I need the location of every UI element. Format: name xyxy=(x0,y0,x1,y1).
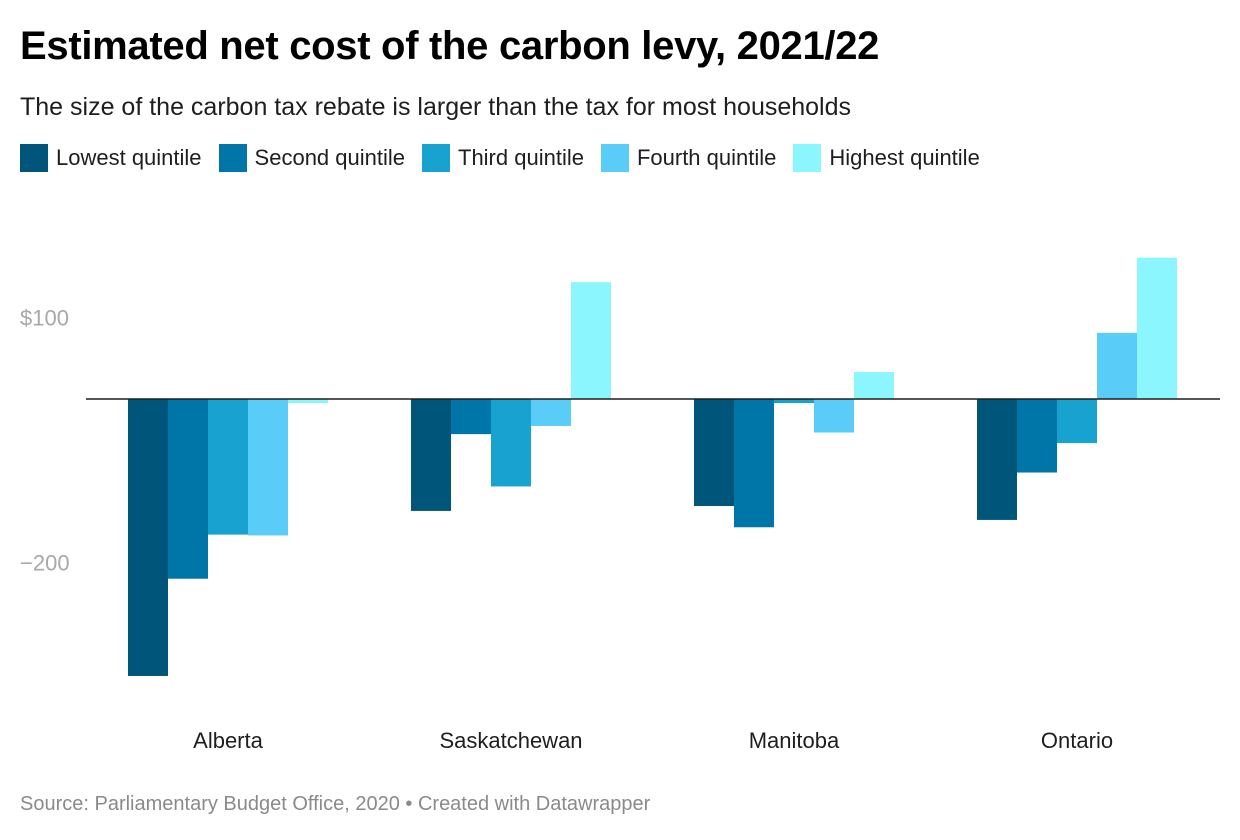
legend-swatch xyxy=(20,144,48,172)
legend-swatch xyxy=(422,144,450,172)
bar xyxy=(694,399,734,507)
bar xyxy=(491,399,531,487)
x-category-label: Alberta xyxy=(193,728,263,753)
bar xyxy=(451,399,491,435)
y-tick-label: $100 xyxy=(20,305,69,330)
bar xyxy=(208,399,248,535)
bar xyxy=(854,372,894,399)
bar xyxy=(288,399,328,404)
bar xyxy=(1017,399,1057,473)
legend-item: Third quintile xyxy=(422,144,584,172)
bar xyxy=(571,282,611,399)
legend-swatch xyxy=(600,144,629,172)
legend-item: Fourth quintile xyxy=(600,144,777,172)
x-category-label: Manitoba xyxy=(749,728,840,753)
bar xyxy=(734,399,774,528)
bar xyxy=(1097,332,1137,399)
legend-swatch xyxy=(218,144,247,172)
bar xyxy=(531,399,571,426)
legend-label: Second quintile xyxy=(254,145,405,170)
y-tick-label: −200 xyxy=(20,550,70,575)
legend-label: Highest quintile xyxy=(829,145,980,170)
legend-swatch xyxy=(793,144,822,172)
legend-label: Fourth quintile xyxy=(636,145,777,170)
legend-label: Lowest quintile xyxy=(56,145,202,170)
bar xyxy=(168,399,208,579)
bar xyxy=(128,399,168,676)
x-category-label: Saskatchewan xyxy=(439,728,582,753)
bar xyxy=(977,399,1017,520)
bar xyxy=(1137,257,1177,399)
legend-label: Third quintile xyxy=(458,145,584,170)
x-category-label: Ontario xyxy=(1041,728,1113,753)
chart-title: Estimated net cost of the carbon levy, 2… xyxy=(20,24,880,68)
legend-item: Highest quintile xyxy=(793,144,980,172)
bar xyxy=(774,399,814,404)
bar-chart: $100 −200 Alberta Saskatchewan Manitoba Ontar… xyxy=(20,257,1220,753)
bar xyxy=(1057,399,1097,444)
legend-item: Lowest quintile xyxy=(20,144,202,172)
source-note: Source: Parliamentary Budget Office, 202… xyxy=(20,793,651,815)
legend-item: Second quintile xyxy=(218,144,405,172)
bar xyxy=(411,399,451,511)
bar xyxy=(814,399,854,433)
chart-subtitle: The size of the carbon tax rebate is lar… xyxy=(20,93,852,121)
bar xyxy=(248,399,288,536)
legend: Lowest quintile Second quintile Third quin… xyxy=(20,144,997,172)
